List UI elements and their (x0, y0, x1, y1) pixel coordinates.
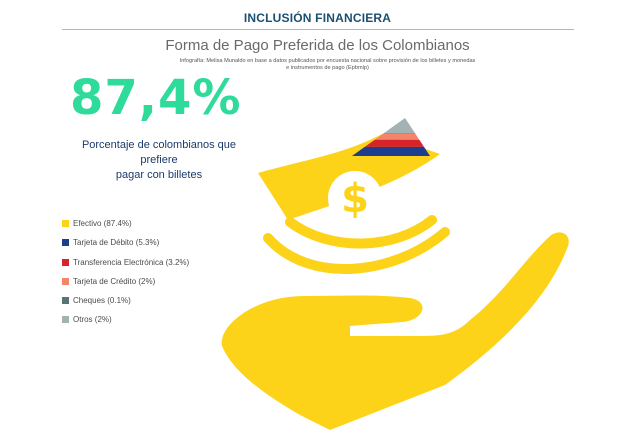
highlight-caption: Porcentaje de colombianos que prefiere p… (64, 138, 254, 183)
pie-slice-otros (383, 118, 415, 134)
legend-item: Tarjeta de Débito (5.3%) (62, 237, 189, 248)
legend-swatch (62, 277, 69, 285)
legend-label: Efectivo (87.4%) (73, 219, 132, 228)
chart-legend: Efectivo (87.4%) Tarjeta de Débito (5.3%)… (62, 218, 189, 334)
infographic-title: Forma de Pago Preferida de los Colombian… (165, 37, 470, 54)
legend-label: Transferencia Electrónica (3.2%) (73, 257, 190, 267)
legend-swatch (62, 316, 69, 324)
legend-swatch (62, 239, 69, 247)
banknote-icon: $ (258, 118, 440, 225)
legend-label: Tarjeta de Crédito (2%) (73, 276, 156, 286)
legend-item: Transferencia Electrónica (3.2%) (62, 257, 189, 268)
legend-swatch (62, 220, 69, 227)
credit-line-1: Infografía: Melisa Munaldo en base a dat… (179, 58, 476, 64)
highlight-caption-line-2: pagar con billetes (115, 169, 203, 181)
pie-slice-transferencia-electr-nica (364, 139, 424, 147)
highlight-value: 87,4% (70, 70, 242, 126)
section-divider (62, 29, 574, 30)
hand-icon (221, 232, 569, 430)
legend-item: Tarjeta de Crédito (2%) (62, 276, 189, 287)
section-title: INCLUSIÓN FINANCIERA (243, 11, 392, 25)
pie-slice-tarjeta-de-d-bito (352, 146, 430, 156)
legend-item: Cheques (0.1%) (62, 295, 189, 306)
legend-item: Otros (2%) (62, 314, 189, 325)
legend-label: Cheques (0.1%) (73, 296, 131, 306)
flag-stack (352, 118, 430, 156)
credit-text: Infografía: Melisa Munaldo en base a dat… (150, 58, 505, 72)
legend-label: Otros (2%) (73, 315, 112, 325)
legend-swatch (62, 297, 69, 305)
money-flow-lines (263, 215, 450, 274)
legend-item: Efectivo (87.4%) (62, 218, 189, 229)
legend-label: Tarjeta de Débito (5.3%) (73, 238, 160, 248)
legend-swatch (62, 258, 69, 266)
dollar-sign-icon: $ (341, 176, 369, 222)
credit-line-2: e instrumentos de pago (Epbmip) (286, 64, 369, 71)
pie-slice-tarjeta-de-cr-dito (374, 133, 420, 140)
coin-circle (328, 171, 382, 225)
highlight-caption-line-1: Porcentaje de colombianos que prefiere (81, 139, 237, 166)
